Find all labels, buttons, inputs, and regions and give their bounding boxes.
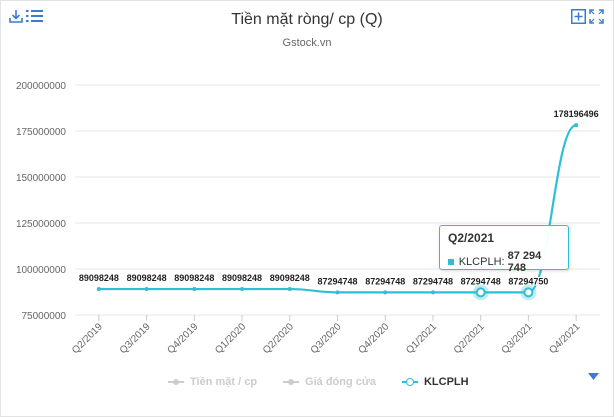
fullscreen-icon[interactable] <box>589 9 604 24</box>
tooltip-series-marker <box>448 259 454 265</box>
data-point[interactable] <box>96 287 101 292</box>
y-tick-label: 75000000 <box>22 311 67 322</box>
legend: Tiền mặt / cp Giá đóng cửa KLCPLH <box>168 374 495 390</box>
x-tick-label: Q4/2021 <box>547 321 582 356</box>
data-point[interactable] <box>383 290 388 295</box>
menu-icon[interactable] <box>26 9 44 23</box>
x-tick-label: Q4/2019 <box>166 321 201 356</box>
point-halo <box>520 284 537 301</box>
data-point[interactable] <box>523 287 534 298</box>
data-label: 87294750 <box>508 276 548 286</box>
tooltip: Q2/2021 KLCPLH: 87 294 748 <box>439 225 569 274</box>
y-tick-label: 200000000 <box>16 81 66 92</box>
data-label: 89098248 <box>174 273 214 283</box>
y-tick-label: 175000000 <box>16 127 66 138</box>
tooltip-series-name: KLCPLH <box>458 256 502 268</box>
data-point[interactable] <box>287 287 292 292</box>
data-point[interactable] <box>240 287 245 292</box>
x-tick-label: Q3/2020 <box>309 321 344 356</box>
data-point[interactable] <box>335 290 340 295</box>
y-tick-label: 100000000 <box>16 265 66 276</box>
tooltip-row: KLCPLH: 87 294 748 <box>448 250 560 274</box>
download-icon[interactable] <box>9 9 23 23</box>
legend-item-klcplh[interactable]: KLCPLH <box>401 376 469 388</box>
legend-symbol <box>283 377 300 387</box>
add-icon[interactable] <box>571 9 586 24</box>
data-label: 89098248 <box>79 273 119 283</box>
x-tick-label: Q2/2020 <box>261 321 296 356</box>
data-label: 89098248 <box>270 273 310 283</box>
data-label: 87294748 <box>317 276 357 286</box>
tooltip-title: Q2/2021 <box>448 231 495 245</box>
point-halo <box>472 284 489 301</box>
x-tick-label: Q4/2020 <box>356 321 391 356</box>
data-label: 178196496 <box>554 109 599 119</box>
data-label: 87294748 <box>461 276 501 286</box>
legend-symbol <box>401 377 418 387</box>
data-point[interactable] <box>144 287 149 292</box>
x-tick-label: Q2/2021 <box>452 321 487 356</box>
data-label: 89098248 <box>127 273 167 283</box>
x-tick-label: Q1/2021 <box>404 321 439 356</box>
y-tick-label: 125000000 <box>16 219 66 230</box>
chart-title: Tiền mặt ròng/ cp (Q) <box>231 11 383 28</box>
data-label: 89098248 <box>222 273 262 283</box>
data-point[interactable] <box>192 287 197 292</box>
data-point[interactable] <box>475 287 486 298</box>
legend-label: Tiền mặt / cp <box>190 376 258 388</box>
legend-symbol <box>168 377 184 387</box>
data-point[interactable] <box>574 123 579 128</box>
data-point[interactable] <box>430 290 435 295</box>
chart-subtitle: Gstock.vn <box>282 37 332 49</box>
data-label: 87294748 <box>413 276 453 286</box>
x-tick-label: Q2/2019 <box>70 321 105 356</box>
y-tick-label: 150000000 <box>16 173 66 184</box>
legend-label: Giá đóng cửa <box>305 376 376 388</box>
x-tick-label: Q1/2020 <box>213 321 248 356</box>
x-tick-label: Q3/2021 <box>500 321 535 356</box>
x-tick-label: Q3/2019 <box>118 321 153 356</box>
legend-item-gia-dong-cua[interactable]: Giá đóng cửa <box>283 376 376 388</box>
tooltip-value: 87 294 748 <box>507 250 542 274</box>
data-label: 87294748 <box>365 276 405 286</box>
triangle-down-icon[interactable] <box>588 373 599 381</box>
legend-item-tien-mat[interactable]: Tiền mặt / cp <box>168 376 257 388</box>
legend-label: KLCPLH <box>423 376 469 388</box>
